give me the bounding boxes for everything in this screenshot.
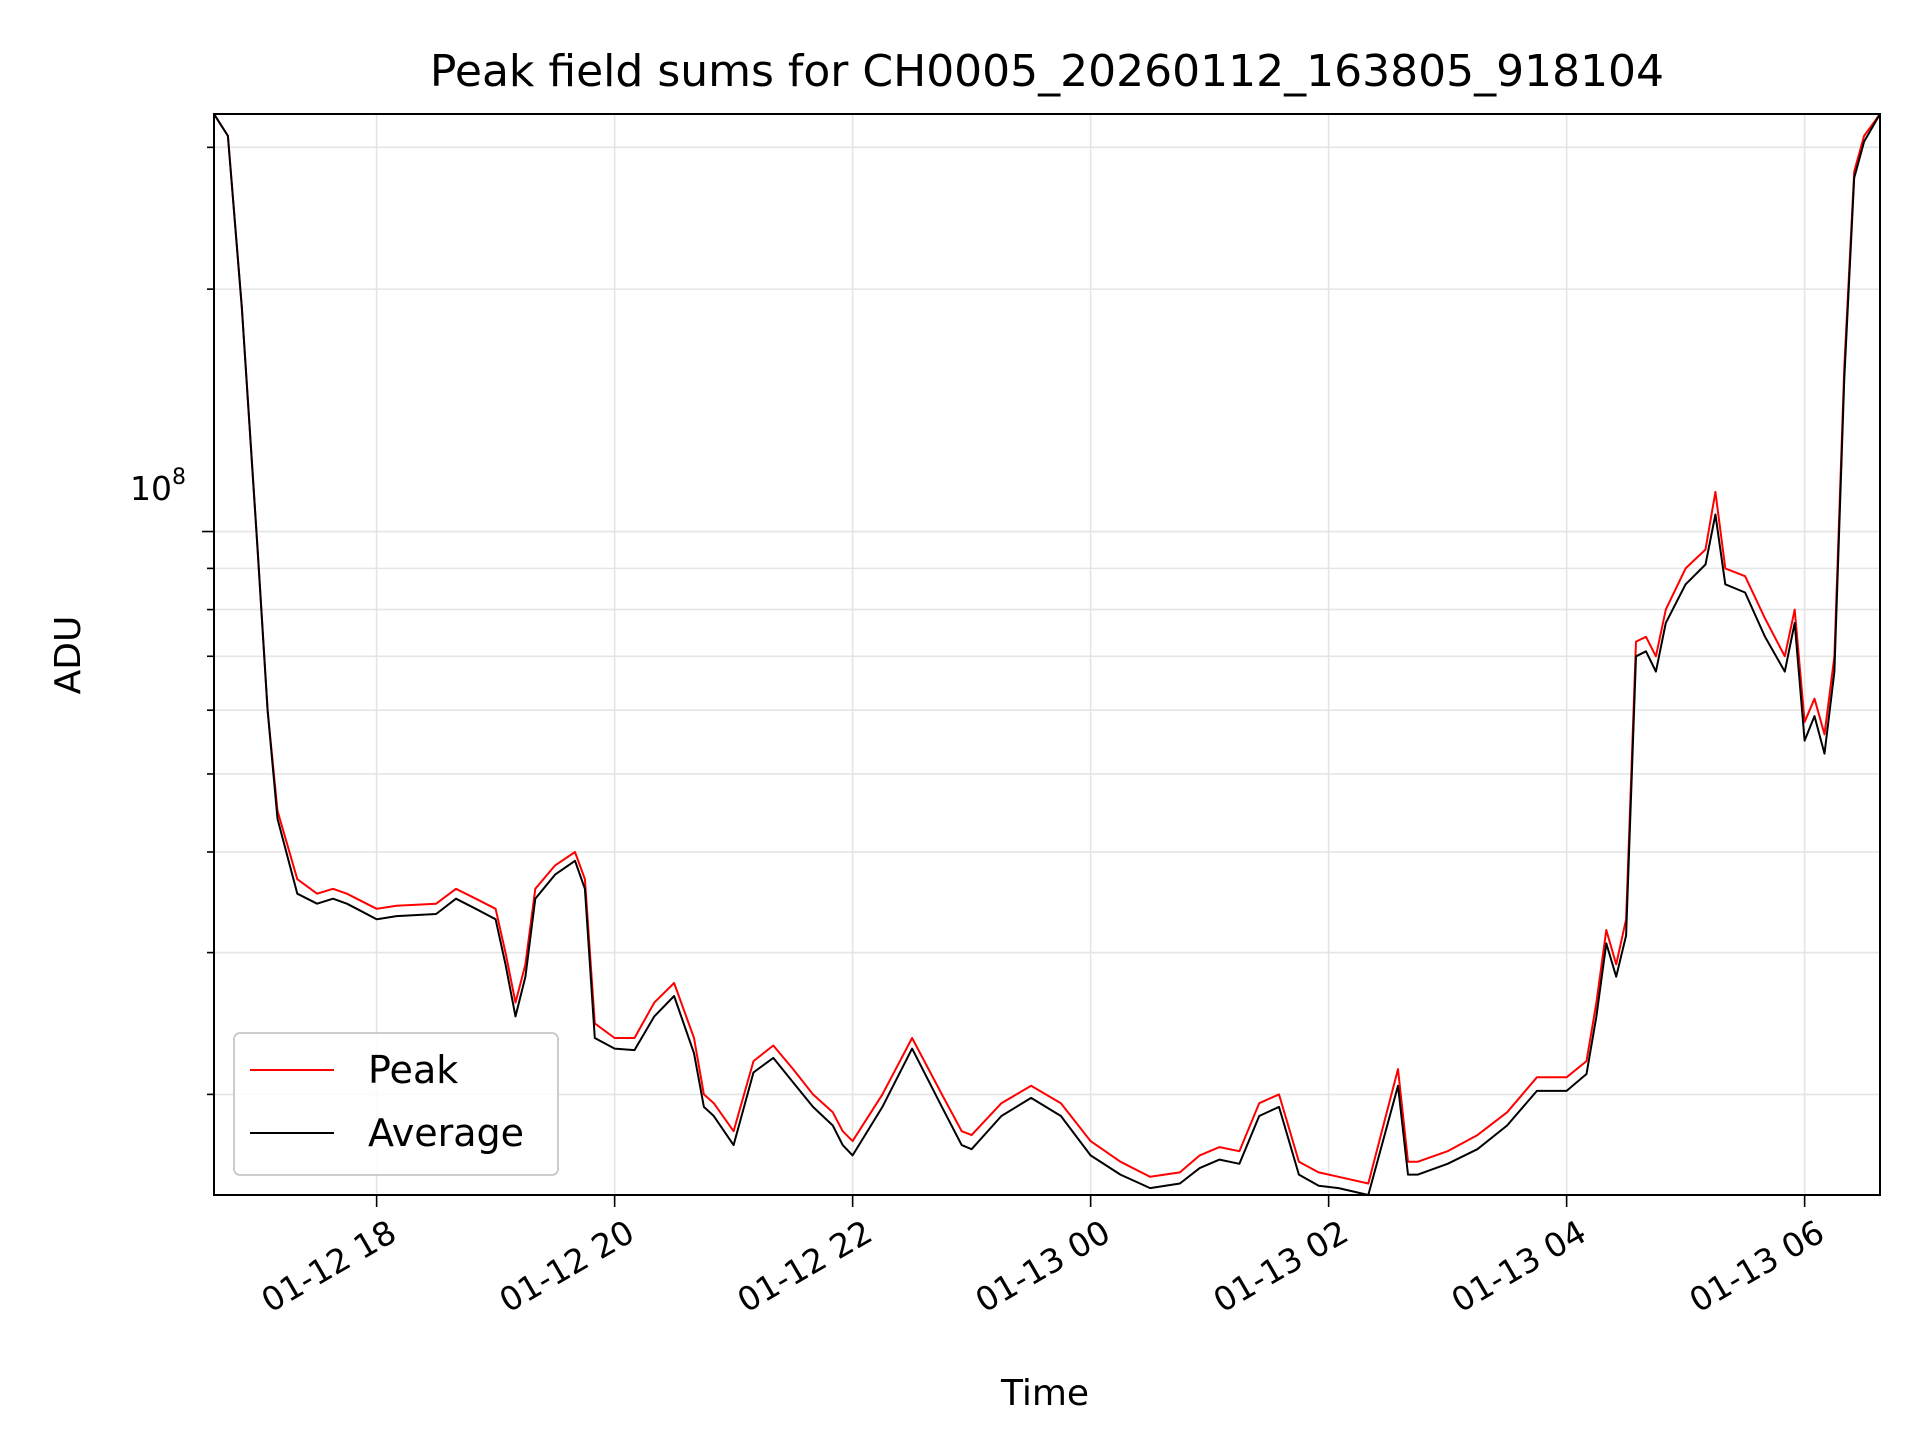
legend-label-average: Average xyxy=(368,1111,524,1155)
grid-layer xyxy=(214,114,1880,1195)
x-tick-label: 01-13 04 xyxy=(1445,1212,1593,1320)
series-line-average xyxy=(214,114,1880,1195)
x-axis-label: Time xyxy=(1000,1373,1089,1414)
y-tick-label-1e8: 108 xyxy=(130,465,186,508)
y-tick-label-exponent: 8 xyxy=(172,465,186,490)
y-axis-label: ADU xyxy=(48,616,89,695)
x-tick-label: 01-13 06 xyxy=(1683,1212,1831,1320)
x-tick-label: 01-12 22 xyxy=(731,1212,879,1320)
plot-frame xyxy=(213,113,1881,1196)
legend: Peak Average xyxy=(233,1032,559,1176)
series-layer xyxy=(214,114,1880,1195)
x-tick-label: 01-12 20 xyxy=(493,1212,641,1320)
x-tick-label: 01-13 00 xyxy=(969,1212,1117,1320)
x-tick-label: 01-12 18 xyxy=(255,1212,403,1320)
y-tick-label-base: 10 xyxy=(130,469,172,508)
x-tick-label: 01-13 02 xyxy=(1207,1212,1355,1320)
legend-label-peak: Peak xyxy=(368,1048,458,1092)
legend-box xyxy=(233,1032,559,1176)
series-line-peak xyxy=(214,114,1880,1185)
chart-title: Peak field sums for CH0005_20260112_1638… xyxy=(430,46,1664,97)
